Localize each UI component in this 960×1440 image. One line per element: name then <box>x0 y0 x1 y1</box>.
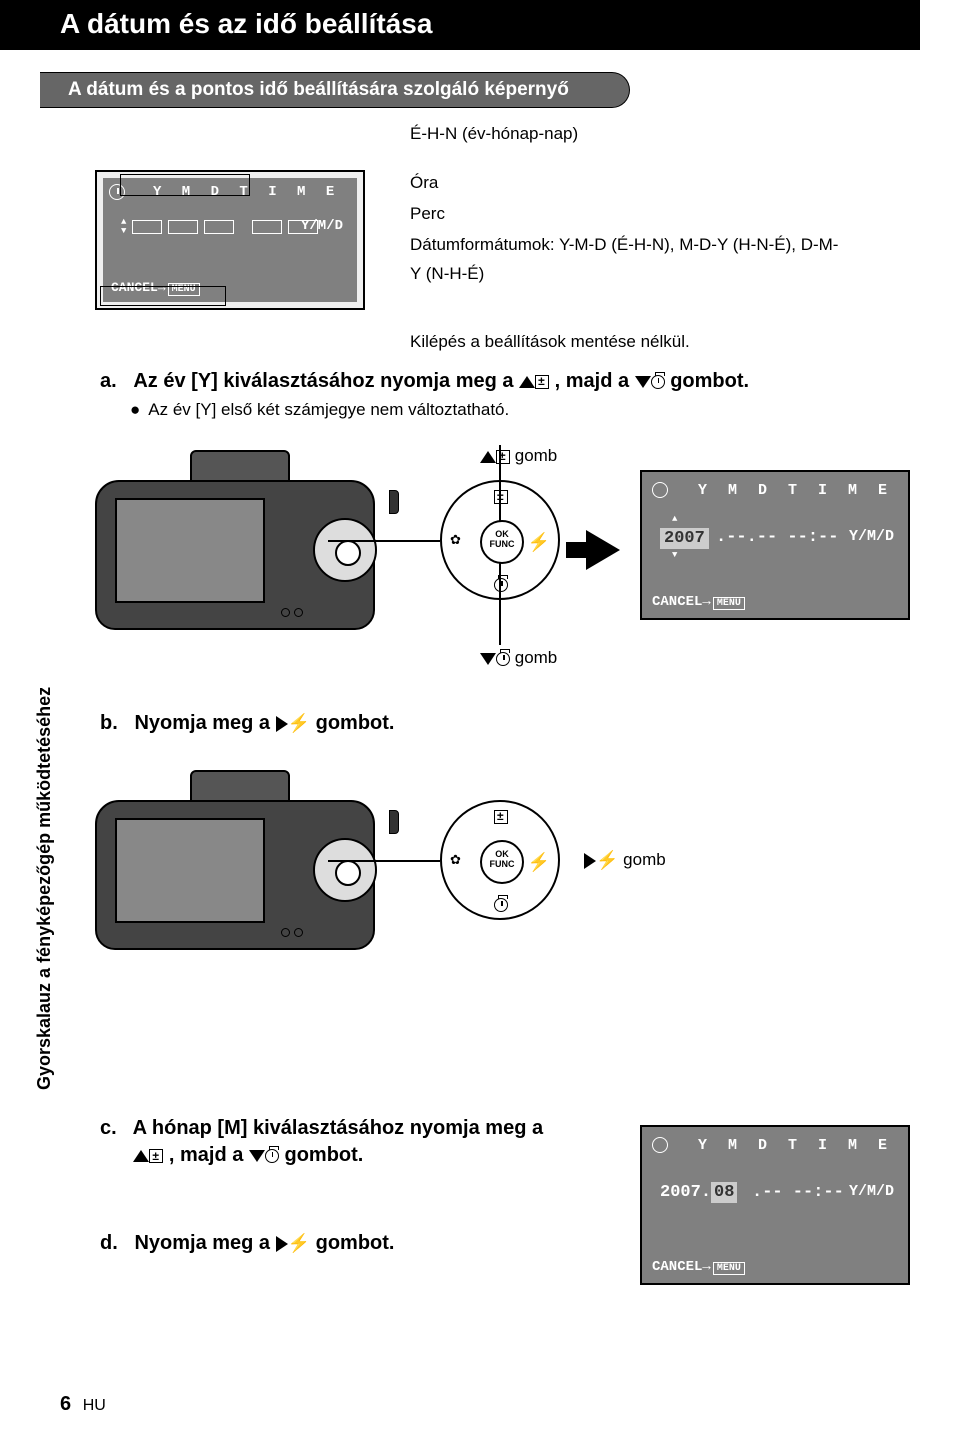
dpad-down-label: gomb <box>480 648 557 668</box>
legend-hour: Óra <box>410 169 840 198</box>
step-a-note: Az év [Y] első két számjegye nem változt… <box>130 400 509 420</box>
lcd1-fields: ▲▼ <box>121 218 318 236</box>
flash-icon: ⚡ <box>528 532 550 553</box>
arrow-icon <box>586 530 620 570</box>
step-b: b. Nyomja meg a ⚡ gombot. <box>100 712 394 735</box>
clock-icon <box>652 482 668 498</box>
legend-cancel: Kilépés a beállítások mentése nélkül. <box>410 328 840 357</box>
leader-line-1 <box>328 540 440 542</box>
callout-bar: A dátum és a pontos idő beállítására szo… <box>40 72 630 108</box>
page-title: A dátum és az idő beállítása <box>60 8 432 39</box>
exposure-icon <box>535 375 549 389</box>
timer-icon <box>496 652 510 666</box>
lcd3-year-month: 2007.08 <box>660 1183 737 1202</box>
page-title-bar: A dátum és az idő beállítása <box>0 0 920 50</box>
lcd3-rest: .-- --:-- <box>752 1183 844 1202</box>
lcd2-header: Y M D T I M E <box>698 482 893 499</box>
exposure-icon <box>494 490 508 504</box>
flash-icon: ⚡ <box>596 850 618 871</box>
lcd2-cancel: CANCEL→MENU <box>652 594 745 610</box>
lcd3-header: Y M D T I M E <box>698 1137 893 1154</box>
legend-block: É-H-N (év-hónap-nap) Óra Perc Dátumformá… <box>410 120 840 359</box>
camera-illustration-1 <box>95 450 395 640</box>
up-icon <box>519 376 535 388</box>
camera-illustration-2 <box>95 770 395 960</box>
exposure-icon <box>494 810 508 824</box>
up-icon <box>480 451 496 463</box>
flash-icon: ⚡ <box>528 852 550 873</box>
step-a: a. Az év [Y] kiválasztásához nyomja meg … <box>100 370 900 393</box>
down-icon <box>635 376 651 388</box>
lcd2-year: 2007 <box>660 528 709 549</box>
right-icon <box>276 1236 288 1252</box>
highlight-box-ymd <box>120 174 250 196</box>
dpad-diagram-1: OKFUNC ✿ ⚡ <box>440 480 560 600</box>
right-icon <box>584 853 596 869</box>
lcd3-cancel: CANCEL→MENU <box>652 1259 745 1275</box>
exposure-icon <box>496 450 510 464</box>
step-c: c. A hónap [M] kiválasztásához nyomja me… <box>100 1115 620 1169</box>
exposure-icon <box>149 1149 163 1163</box>
lcd3-format: Y/M/D <box>849 1183 894 1200</box>
page-footer: 6 HU <box>60 1393 106 1416</box>
legend-minute: Perc <box>410 200 840 229</box>
timer-icon <box>494 898 508 912</box>
down-icon <box>480 653 496 665</box>
arrow-stem <box>566 542 588 558</box>
lcd1-format: Y/M/D <box>301 218 343 234</box>
lcd-screen-2: Y M D T I M E ▲ 2007 .--.-- --:-- ▼ Y/M/… <box>640 470 910 620</box>
highlight-box-cancel <box>100 286 226 306</box>
page-number: 6 <box>60 1393 71 1415</box>
legend-formats: Dátumformátumok: Y-M-D (É-H-N), M-D-Y (H… <box>410 231 840 289</box>
callout-text: A dátum és a pontos idő beállítására szo… <box>68 79 569 100</box>
lcd2-format: Y/M/D <box>849 528 894 545</box>
up-icon <box>133 1150 149 1162</box>
timer-icon <box>651 375 665 389</box>
clock-icon <box>652 1137 668 1153</box>
dpad-diagram-2: OKFUNC ✿ ⚡ <box>440 800 560 920</box>
lcd-screen-3: Y M D T I M E 2007.08 .-- --:-- Y/M/D CA… <box>640 1125 910 1285</box>
flash-icon: ⚡ <box>288 1233 310 1254</box>
lcd2-rest: .--.-- --:-- <box>716 528 838 547</box>
ok-func-button: OKFUNC <box>480 840 524 884</box>
right-icon <box>276 716 288 732</box>
step-d: d. Nyomja meg a ⚡ gombot. <box>100 1232 394 1255</box>
sidebar-label: Gyorskalauz a fényképezőgép működtetéséh… <box>34 687 55 1090</box>
timer-icon <box>494 578 508 592</box>
flash-icon: ⚡ <box>288 713 310 734</box>
down-icon <box>249 1150 265 1162</box>
dpad-up-label: gomb <box>480 446 557 466</box>
dpad-right-label: ⚡ gomb <box>584 850 666 871</box>
timer-icon <box>265 1149 279 1163</box>
ok-func-button: OKFUNC <box>480 520 524 564</box>
leader-line-2 <box>328 860 440 862</box>
page-lang: HU <box>83 1397 106 1414</box>
legend-ymd: É-H-N (év-hónap-nap) <box>410 120 840 149</box>
